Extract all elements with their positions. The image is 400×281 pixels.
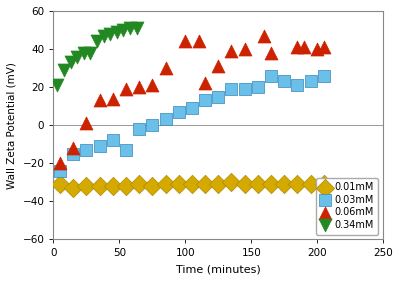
0.34mM [120,28,126,32]
0.06mM [261,33,268,38]
0.01mM [255,182,261,187]
0.03mM [70,151,76,156]
0.03mM [136,127,142,131]
0.03mM [308,79,314,84]
0.06mM [314,47,320,51]
0.06mM [228,49,235,53]
0.03mM [110,138,116,143]
0.06mM [321,45,327,49]
0.06mM [110,96,116,101]
0.03mM [268,73,274,78]
0.06mM [149,83,156,87]
0.01mM [70,186,76,190]
0.01mM [149,184,156,188]
0.01mM [189,182,195,187]
0.03mM [96,144,103,148]
0.06mM [215,64,222,68]
0.01mM [162,182,169,187]
0.06mM [83,121,90,126]
0.03mM [242,87,248,91]
0.01mM [176,182,182,187]
0.03mM [176,110,182,114]
0.06mM [57,161,63,166]
0.34mM [133,26,140,30]
0.34mM [114,30,120,34]
0.01mM [294,182,301,187]
0.34mM [94,39,100,44]
0.01mM [202,182,208,187]
0.06mM [162,66,169,70]
Y-axis label: Wall Zeta Potential (mV): Wall Zeta Potential (mV) [7,62,17,189]
0.03mM [255,85,261,89]
0.01mM [83,184,90,188]
0.01mM [281,182,288,187]
X-axis label: Time (minutes): Time (minutes) [176,264,261,274]
0.06mM [123,87,129,91]
0.03mM [321,73,327,78]
Legend: 0.01mM, 0.03mM, 0.06mM, 0.34mM: 0.01mM, 0.03mM, 0.06mM, 0.34mM [316,178,378,235]
0.06mM [294,45,301,49]
0.03mM [215,94,222,99]
0.06mM [195,39,202,44]
0.06mM [202,81,208,85]
0.06mM [96,98,103,103]
0.34mM [80,51,87,55]
0.34mM [127,26,133,30]
0.01mM [110,184,116,188]
0.01mM [123,184,129,188]
0.34mM [74,55,80,59]
0.01mM [57,182,63,187]
0.01mM [96,184,103,188]
0.01mM [228,180,235,185]
0.06mM [70,146,76,150]
0.03mM [189,106,195,110]
0.06mM [136,85,142,89]
0.34mM [67,60,74,65]
0.03mM [294,83,301,87]
0.06mM [268,51,274,55]
0.03mM [202,98,208,103]
0.03mM [228,87,235,91]
0.03mM [83,148,90,152]
0.34mM [54,83,60,87]
0.01mM [308,182,314,187]
0.01mM [242,182,248,187]
0.03mM [57,169,63,173]
0.34mM [100,33,107,38]
0.34mM [87,51,94,55]
0.01mM [136,182,142,187]
0.34mM [107,31,113,36]
0.01mM [215,182,222,187]
0.03mM [149,123,156,128]
0.01mM [321,182,327,187]
0.01mM [268,182,274,187]
0.03mM [281,79,288,84]
0.06mM [301,45,307,49]
0.03mM [123,148,129,152]
0.03mM [162,117,169,122]
0.06mM [182,39,188,44]
0.06mM [242,47,248,51]
0.34mM [61,68,67,72]
